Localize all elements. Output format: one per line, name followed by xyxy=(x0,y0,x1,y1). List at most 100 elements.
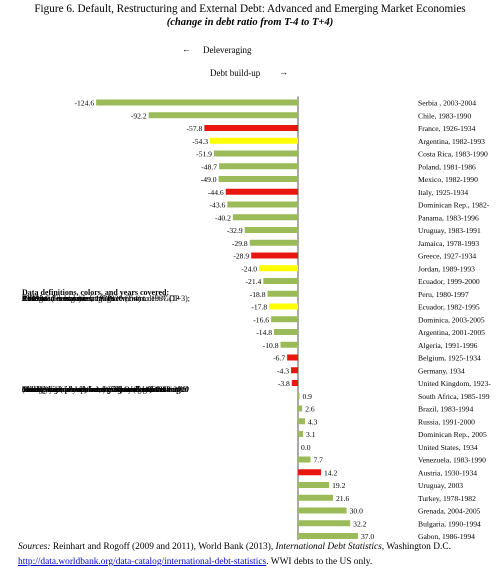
data-label: -28.9 xyxy=(233,252,249,261)
advanced-line: 1938 has several missing observations. xyxy=(22,294,147,303)
data-label: -3.8 xyxy=(278,379,290,388)
category-label: Panama, 1983-1996 xyxy=(418,213,479,222)
data-label: 30.0 xyxy=(350,507,363,516)
category-label: Costa Rica, 1983-1990 xyxy=(418,150,488,159)
bar xyxy=(267,290,298,297)
data-label: -40.2 xyxy=(215,213,231,222)
data-label: -32.9 xyxy=(227,226,243,235)
bar xyxy=(298,456,311,463)
bar xyxy=(213,150,298,157)
bar xyxy=(274,329,298,335)
category-label: Brazil, 1983-1994 xyxy=(418,405,473,414)
bar xyxy=(249,239,298,246)
data-label: -24.0 xyxy=(241,264,257,273)
bar xyxy=(298,533,358,539)
bar xyxy=(244,227,298,233)
category-label: Jamaica, 1978-1993 xyxy=(418,239,479,248)
category-label: United Kingdom, 1923- xyxy=(418,379,491,388)
arrow-right-icon: → xyxy=(279,67,288,77)
category-label: France, 1926-1934 xyxy=(418,124,476,133)
data-label: -6.7 xyxy=(273,354,285,363)
data-label: 0.9 xyxy=(302,392,312,401)
category-label: Uruguay, 2003 xyxy=(418,481,463,490)
bar xyxy=(227,201,298,208)
sources-line-2: http://data.worldbank.org/data-catalog/i… xyxy=(18,557,372,567)
bar xyxy=(251,252,298,259)
sources-label: Sources: xyxy=(18,542,51,552)
chart-title: Figure 6. Default, Restructuring and Ext… xyxy=(34,3,466,15)
data-label: -16.6 xyxy=(253,315,269,324)
category-label: Dominica, 2003-2005 xyxy=(418,315,485,324)
category-label: Turkey, 1978-1982 xyxy=(418,494,476,503)
category-label: Austria, 1930-1934 xyxy=(418,468,477,477)
bar xyxy=(225,188,298,195)
data-label: 2.6 xyxy=(305,405,315,414)
category-label: Algeria, 1991-1996 xyxy=(418,341,478,350)
advanced-line: Change in debt ratio from 1930 (T-4) to … xyxy=(22,294,190,303)
category-label: Dominican Rep., 2005 xyxy=(418,430,487,439)
data-label: 7.7 xyxy=(313,456,323,465)
bar xyxy=(210,137,298,144)
category-label: Poland, 1981-1986 xyxy=(418,162,476,171)
data-label: -4.3 xyxy=(277,366,289,375)
bar xyxy=(96,99,298,106)
data-label: 19.2 xyxy=(332,481,345,490)
category-label: Venezuela, 1983-1990 xyxy=(418,456,486,465)
data-label: -18.8 xyxy=(250,290,266,299)
data-label: 21.6 xyxy=(336,494,349,503)
bar xyxy=(298,431,304,437)
advanced-line: T=1934 xyxy=(22,294,48,303)
advanced-line: External (Foreign) central government de… xyxy=(22,294,180,303)
category-label: Bulgaria, 1990-1994 xyxy=(418,519,481,528)
data-label: -29.8 xyxy=(232,239,248,248)
category-label: Grenada, 2004-2005 xyxy=(418,507,481,516)
bar xyxy=(291,380,298,386)
emerging-heading: Middle-high income emerging markets, 197… xyxy=(22,385,189,394)
bar xyxy=(218,176,298,182)
data-label: -92.2 xyxy=(131,111,147,120)
bar xyxy=(298,520,351,527)
bar xyxy=(219,163,298,170)
bar xyxy=(291,367,298,374)
emerging-line: Total (public plus private) external deb… xyxy=(22,385,166,394)
sources-text: , Washington D.C. xyxy=(381,542,451,552)
bar xyxy=(232,214,298,221)
data-label: -43.6 xyxy=(210,201,226,210)
sources-line: Sources: Reinhart and Rogoff (2009 and 2… xyxy=(18,542,451,552)
sources-link[interactable]: http://data.worldbank.org/data-catalog/i… xyxy=(18,557,267,567)
bar xyxy=(298,405,303,412)
category-label: Dominican Rep., 1982- xyxy=(418,201,490,210)
chart-subtitle: (change in debt ratio from T-4 to T+4) xyxy=(166,17,334,28)
bar xyxy=(259,265,298,272)
emerging-line: (Gross National Income, World Bank conve… xyxy=(22,385,182,394)
data-label: -51.9 xyxy=(196,150,212,159)
category-label: Serbia , 2003-2004 xyxy=(418,99,476,108)
data-label: 14.2 xyxy=(324,468,337,477)
bar xyxy=(298,482,330,488)
advanced-heading: Advanced economies, 1930s xyxy=(22,294,115,303)
bar xyxy=(271,316,298,323)
category-label: Peru, 1980-1997 xyxy=(418,290,469,299)
category-label: Argentina, 1982-1993 xyxy=(418,137,485,146)
notes-heading: Data definitions, colors, and years cove… xyxy=(22,288,170,297)
category-label: Gabon, 1986-1994 xyxy=(418,532,475,540)
sources-text: . WWI debts to the US only. xyxy=(266,557,373,567)
category-label: Chile, 1983-1990 xyxy=(418,111,471,120)
data-label: -48.7 xyxy=(201,162,217,171)
category-label: South Africa, 1985-199 xyxy=(418,392,490,401)
data-label: 0.0 xyxy=(301,443,311,452)
bar xyxy=(148,112,298,119)
bar xyxy=(298,392,300,399)
category-label: Argentina, 2001-2005 xyxy=(418,328,485,337)
category-label: Russia, 1991-2000 xyxy=(418,417,475,426)
debt-buildup-label: Debt build-up xyxy=(210,68,261,78)
data-label: -57.8 xyxy=(187,124,203,133)
category-label: Ecuador, 1982-1995 xyxy=(418,303,480,312)
data-label: -49.0 xyxy=(201,175,217,184)
emerging-line: entire 9-year period, but there is a sig… xyxy=(22,385,166,394)
emerging-line: T=last year (or exit) from restructuring… xyxy=(22,385,189,394)
category-label: Belgium, 1925-1934 xyxy=(418,354,481,363)
category-label: Germany, 1934 xyxy=(418,366,465,375)
data-label: -14.8 xyxy=(256,328,272,337)
